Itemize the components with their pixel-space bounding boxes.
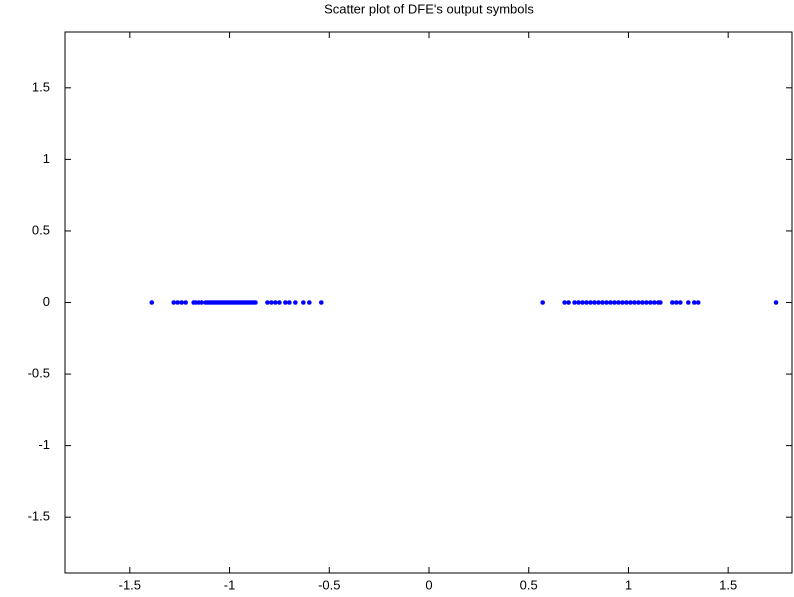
point [540,300,545,305]
point [273,300,278,305]
point [199,300,204,305]
y-tick-label: 1.5 [32,79,50,94]
point [307,300,312,305]
y-tick-label: -1.5 [28,509,50,524]
point [636,300,641,305]
point [183,300,188,305]
point [269,300,274,305]
point [287,300,292,305]
chart-title: Scatter plot of DFE's output symbols [324,1,534,16]
point [580,300,585,305]
y-tick-label: -1 [38,437,50,452]
point [588,300,593,305]
point [301,300,306,305]
point [572,300,577,305]
point [277,300,282,305]
point [604,300,609,305]
point [612,300,617,305]
point [596,300,601,305]
y-tick-label: 0 [43,294,50,309]
x-tick-label: 1.5 [719,577,737,592]
point [293,300,298,305]
point [592,300,597,305]
point [608,300,613,305]
point [149,300,155,305]
point [652,300,657,305]
point [644,300,649,305]
point [562,300,567,305]
y-tick-label: 1 [43,151,50,166]
point [648,300,653,305]
point [253,300,258,305]
point [632,300,637,305]
point [265,300,270,305]
point [674,300,679,305]
point [628,300,633,305]
x-tick-label: -1 [224,577,236,592]
x-tick-label: -1.5 [119,577,141,592]
point [685,300,691,305]
point [175,300,180,305]
y-tick-label: 0.5 [32,222,50,237]
point [179,300,184,305]
point [658,300,663,305]
x-tick-label: 1 [625,577,632,592]
point [695,300,701,305]
point [640,300,645,305]
point [600,300,605,305]
point [616,300,621,305]
point [318,300,324,305]
point [670,300,675,305]
y-tick-label: -0.5 [28,365,50,380]
point [283,300,288,305]
point [171,300,177,305]
point [620,300,625,305]
point [576,300,581,305]
point [773,300,779,305]
point [566,300,571,305]
x-tick-label: 0 [425,577,432,592]
x-tick-label: -0.5 [318,577,340,592]
x-tick-label: 0.5 [520,577,538,592]
point [584,300,589,305]
point [691,300,697,305]
point [624,300,629,305]
point [678,300,683,305]
